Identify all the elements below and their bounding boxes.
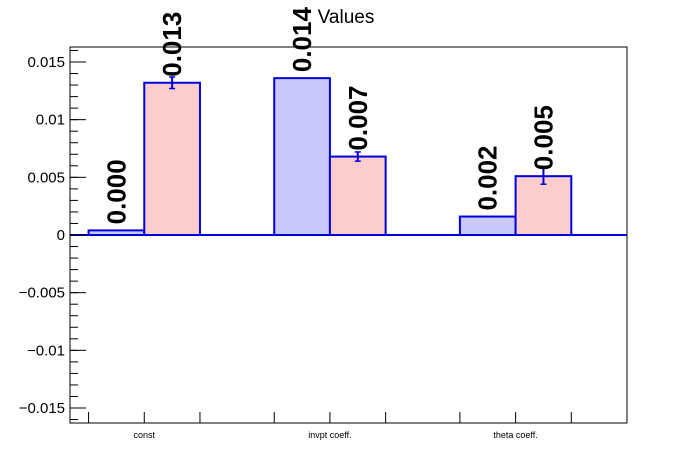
y-tick-label: −0.005 [19,285,65,302]
y-tick-label: 0.01 [36,112,65,129]
chart-title: Values [318,7,375,28]
data-label: 0.007 [343,85,373,150]
x-category-label: invpt coeff. [308,430,351,440]
bars-layer: 0.000 0.014 0.002 0.013 0.007 0.005 [70,7,627,237]
x-category-label: theta coeff. [493,430,537,440]
y-tick-label: 0.015 [27,54,65,71]
bar [273,77,331,237]
data-label: 0.014 [287,7,317,73]
y-tick-label: 0.005 [27,169,65,186]
x-category-label: const [134,430,156,440]
bar [458,215,517,236]
bar [328,155,387,237]
data-label: 0.000 [101,159,131,224]
x-axis: const invpt coeff. theta coeff. [88,412,572,440]
bar [143,81,201,236]
y-tick-label: −0.015 [19,400,65,417]
data-label: 0.005 [528,105,558,170]
data-label: 0.013 [157,12,187,77]
y-tick-label: −0.01 [27,342,65,359]
y-tick-label: 0 [57,227,65,244]
y-axis: 0.015 0.01 0.005 0 −0.005 −0.01 −0.015 [19,47,86,423]
data-label: 0.002 [473,145,503,210]
